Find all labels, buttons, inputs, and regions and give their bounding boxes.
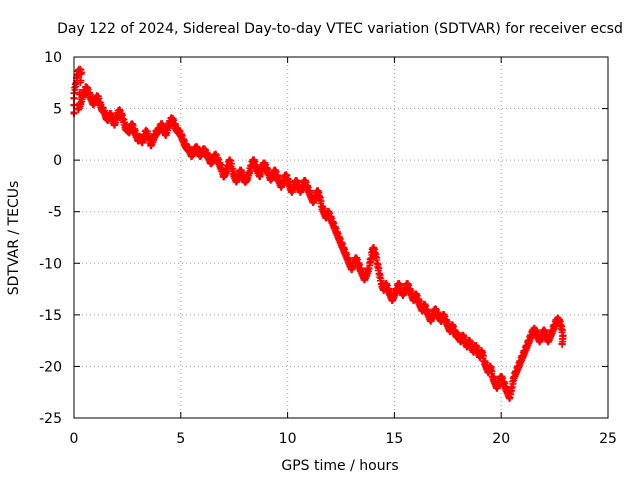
data-point [558, 340, 566, 348]
y-tick-label: 10 [44, 50, 62, 66]
x-tick-label: 0 [70, 431, 79, 447]
chart-title: Day 122 of 2024, Sidereal Day-to-day VTE… [57, 21, 623, 37]
plot-frame [73, 56, 609, 419]
data-point [77, 70, 85, 78]
x-tick-label: 25 [599, 431, 617, 447]
data-points [70, 65, 567, 403]
y-tick-label: -10 [39, 256, 62, 272]
x-tick-label: 15 [385, 431, 403, 447]
x-tick-label: 20 [492, 431, 510, 447]
x-axis-label: GPS time / hours [281, 458, 398, 474]
y-tick-label: 0 [53, 153, 62, 169]
y-tick-label: -15 [39, 308, 62, 324]
axes: 0 5 10 15 20 25 -25 -20 -15 -10 -5 0 5 10 [39, 50, 617, 447]
y-tick-label: -5 [48, 205, 62, 221]
y-tick-label: 5 [53, 102, 62, 118]
y-tick-label: -20 [39, 359, 62, 375]
data-point [76, 79, 84, 87]
y-tick-label: -25 [39, 411, 62, 427]
x-tick-label: 10 [279, 431, 297, 447]
x-tick-label: 5 [176, 431, 185, 447]
y-axis-label: SDTVAR / TECUs [6, 181, 22, 296]
